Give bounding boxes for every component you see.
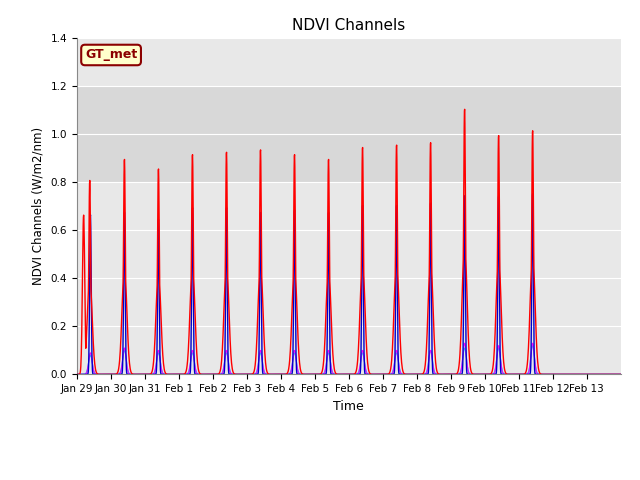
Y-axis label: NDVI Channels (W/m2/nm): NDVI Channels (W/m2/nm)	[32, 127, 45, 286]
NDVI_650in	[543, 372, 551, 377]
NDVI_810in	[244, 372, 252, 377]
NDVI_810in	[127, 372, 135, 377]
NDVI_650in	[513, 372, 520, 377]
NDVI_810out	[381, 372, 389, 377]
NDVI_810in	[513, 372, 520, 377]
NDVI_650in	[609, 372, 617, 377]
NDVI_810in	[529, 191, 536, 196]
NDVI_810in	[73, 372, 81, 377]
Legend: NDVI_650in, NDVI_810in, NDVI_650out, NDVI_810out: NDVI_650in, NDVI_810in, NDVI_650out, NDV…	[104, 474, 594, 480]
NDVI_810out	[617, 372, 625, 377]
NDVI_650in	[73, 372, 81, 377]
NDVI_650in	[127, 370, 135, 375]
NDVI_810in	[610, 372, 618, 377]
NDVI_810in	[617, 372, 625, 377]
NDVI_650in	[244, 372, 252, 377]
NDVI_810in	[381, 372, 389, 377]
Line: NDVI_650out: NDVI_650out	[77, 343, 621, 374]
NDVI_810out	[127, 372, 135, 377]
Line: NDVI_810in: NDVI_810in	[77, 193, 621, 374]
NDVI_650out	[73, 372, 81, 377]
NDVI_810out	[601, 372, 609, 377]
NDVI_810in	[543, 372, 551, 377]
NDVI_810out	[513, 372, 520, 377]
Line: NDVI_810out: NDVI_810out	[77, 346, 621, 374]
NDVI_810out	[529, 343, 536, 348]
NDVI_650out	[543, 372, 551, 377]
NDVI_810out	[543, 372, 551, 377]
NDVI_650out	[127, 372, 135, 377]
NDVI_650in	[461, 107, 468, 112]
NDVI_810out	[244, 372, 252, 377]
NDVI_650out	[381, 372, 389, 377]
NDVI_650in	[381, 372, 389, 377]
NDVI_810out	[73, 372, 81, 377]
Bar	[77, 86, 621, 182]
NDVI_650in	[617, 372, 625, 377]
NDVI_650out	[461, 340, 468, 346]
NDVI_810in	[557, 372, 565, 377]
NDVI_810out	[610, 372, 618, 377]
X-axis label: Time: Time	[333, 400, 364, 413]
NDVI_650out	[244, 372, 252, 377]
NDVI_650out	[610, 372, 618, 377]
NDVI_650out	[513, 372, 520, 377]
Title: NDVI Channels: NDVI Channels	[292, 18, 405, 33]
Text: GT_met: GT_met	[85, 48, 137, 61]
Line: NDVI_650in: NDVI_650in	[77, 109, 621, 374]
NDVI_650out	[595, 372, 602, 377]
NDVI_650out	[617, 372, 625, 377]
